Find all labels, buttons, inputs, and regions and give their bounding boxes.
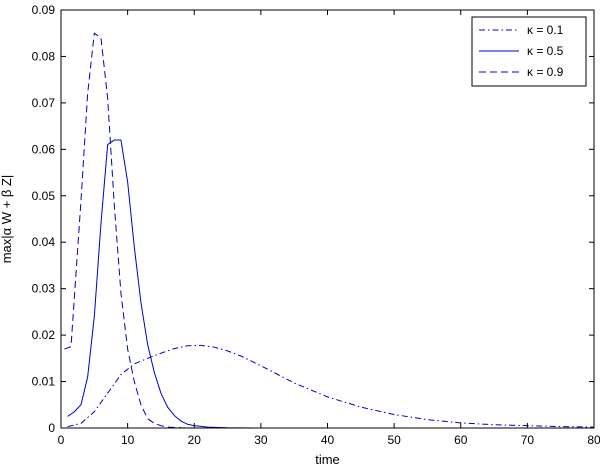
y-tick-label: 0.09 <box>32 3 56 17</box>
y-tick-label: 0.02 <box>32 328 56 342</box>
x-tick-label: 70 <box>521 433 535 447</box>
legend-label-1: κ = 0.1 <box>527 23 564 37</box>
x-tick-label: 10 <box>121 433 135 447</box>
x-tick-label: 30 <box>254 433 268 447</box>
x-axis-label: time <box>315 452 340 466</box>
series-line-2 <box>67 139 328 429</box>
y-tick-label: 0.08 <box>32 49 56 63</box>
y-tick-label: 0.04 <box>32 235 56 249</box>
y-axis-label: max|α W + β Z| <box>0 175 14 264</box>
x-tick-label: 0 <box>58 433 65 447</box>
ticks-layer: 0 10 20 30 40 50 60 70 80 0 0.01 0.02 0.03 0.04 0.05 0.… <box>32 3 600 447</box>
y-tick-label: 0.07 <box>32 96 56 110</box>
legend: κ = 0.1 κ = 0.5 κ = 0.9 <box>471 16 587 87</box>
x-tick-label: 40 <box>321 433 335 447</box>
x-tick-label: 50 <box>387 433 401 447</box>
x-tick-label: 60 <box>454 433 468 447</box>
y-tick-label: 0.06 <box>32 142 56 156</box>
y-tick-label: 0.03 <box>32 282 56 296</box>
series-line-1 <box>67 344 595 428</box>
y-tick-label: 0.01 <box>32 375 56 389</box>
y-tick-label: 0.05 <box>32 189 56 203</box>
legend-label-3: κ = 0.9 <box>527 65 564 79</box>
x-tick-label: 80 <box>587 433 600 447</box>
x-tick-label: 20 <box>188 433 202 447</box>
legend-label-2: κ = 0.5 <box>527 44 564 58</box>
y-tick-label: 0 <box>48 421 55 435</box>
